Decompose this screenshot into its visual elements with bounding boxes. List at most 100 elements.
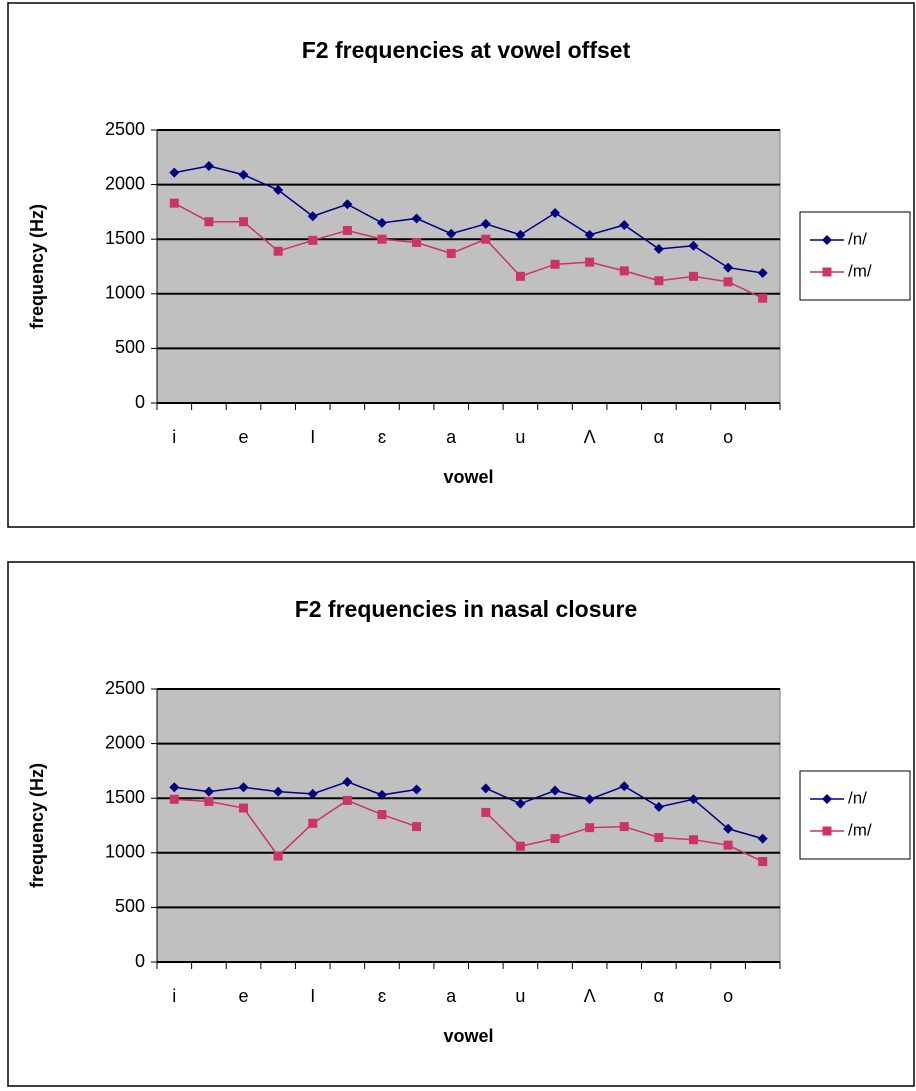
data-point — [723, 823, 734, 834]
legend-box — [799, 770, 911, 860]
data-point — [585, 257, 595, 267]
legend-label: /m/ — [848, 261, 872, 280]
data-point — [239, 803, 249, 813]
x-tick-label: u — [515, 986, 525, 1006]
legend-label: /n/ — [848, 788, 867, 807]
data-point — [550, 785, 561, 796]
x-tick-label: I — [310, 986, 315, 1006]
x-tick-label: e — [239, 427, 249, 447]
y-tick-label: 1500 — [105, 228, 145, 248]
data-point — [203, 786, 214, 797]
data-point — [481, 807, 491, 817]
data-point — [446, 228, 457, 239]
data-point — [688, 794, 699, 805]
data-point — [273, 185, 284, 196]
data-point — [758, 857, 768, 867]
data-point — [619, 266, 629, 276]
x-tick-label: α — [654, 986, 664, 1006]
data-point — [307, 788, 318, 799]
x-axis-label: vowel — [443, 467, 493, 487]
y-tick-label: 1000 — [105, 283, 145, 303]
data-point — [308, 818, 318, 828]
x-tick-label: Λ — [584, 986, 596, 1006]
data-point — [584, 229, 595, 240]
data-point — [480, 783, 491, 794]
x-tick-label: a — [446, 986, 457, 1006]
data-point — [273, 851, 283, 861]
plot-area — [156, 129, 781, 404]
data-point — [342, 795, 352, 805]
data-point — [619, 781, 630, 792]
data-point — [342, 776, 353, 787]
x-tick-label: u — [515, 427, 525, 447]
data-point — [239, 217, 249, 227]
y-axis-label: frequency (Hz) — [27, 763, 47, 888]
legend-marker — [822, 267, 832, 277]
chart: F2 frequencies at vowel offset 0 500 1000 15… — [7, 2, 915, 528]
data-point — [377, 810, 387, 820]
x-axis-label: vowel — [443, 1026, 493, 1046]
legend-marker — [822, 235, 832, 245]
x-tick-label: o — [723, 986, 733, 1006]
data-point — [550, 259, 560, 269]
data-point — [688, 271, 698, 281]
x-tick-label: Λ — [584, 427, 596, 447]
data-point — [515, 798, 526, 809]
data-point — [273, 246, 283, 256]
data-point — [515, 229, 526, 240]
data-point — [481, 234, 491, 244]
data-point — [377, 234, 387, 244]
data-point — [411, 213, 422, 224]
data-point — [723, 277, 733, 287]
legend-box — [799, 211, 911, 301]
y-tick-label: 2500 — [105, 119, 145, 139]
data-point — [758, 293, 768, 303]
data-point — [757, 833, 768, 844]
data-point — [585, 823, 595, 833]
data-point — [619, 822, 629, 832]
data-point — [584, 794, 595, 805]
y-tick-label: 0 — [135, 392, 145, 412]
data-point — [376, 217, 387, 228]
x-tick-label: α — [654, 427, 664, 447]
data-point — [619, 220, 630, 231]
chart-title: F2 frequencies in nasal closure — [295, 596, 638, 622]
data-point — [238, 169, 249, 180]
data-point — [688, 240, 699, 251]
x-tick-label: ɛ — [378, 427, 386, 447]
y-tick-label: 0 — [135, 951, 145, 971]
data-point — [308, 235, 318, 245]
legend-label: /n/ — [848, 229, 867, 248]
data-point — [169, 782, 180, 793]
data-point — [446, 248, 456, 258]
data-point — [342, 225, 352, 235]
series-line — [174, 165, 763, 274]
data-point — [688, 835, 698, 845]
data-point — [480, 218, 491, 229]
data-point — [238, 782, 249, 793]
data-point — [515, 841, 525, 851]
data-point — [273, 786, 284, 797]
chart-title: F2 frequencies at vowel offset — [302, 37, 631, 63]
legend-marker — [822, 826, 832, 836]
data-point — [204, 217, 214, 227]
data-point — [307, 211, 318, 222]
y-tick-label: 2500 — [105, 678, 145, 698]
y-tick-label: 500 — [115, 337, 145, 357]
data-point — [515, 271, 525, 281]
data-point — [203, 161, 214, 172]
legend-marker — [822, 794, 832, 804]
data-point — [550, 834, 560, 844]
series-line — [173, 202, 764, 299]
y-tick-label: 500 — [115, 896, 145, 916]
data-point — [376, 789, 387, 800]
chart: F2 frequencies in nasal closure 0 500 1000 1… — [7, 561, 915, 1087]
data-point — [412, 822, 422, 832]
data-point — [411, 784, 422, 795]
x-tick-label: i — [172, 986, 176, 1006]
y-tick-label: 2000 — [105, 732, 145, 752]
plot-area — [156, 688, 781, 963]
y-tick-label: 1500 — [105, 787, 145, 807]
data-point — [169, 794, 179, 804]
data-point — [757, 268, 768, 279]
